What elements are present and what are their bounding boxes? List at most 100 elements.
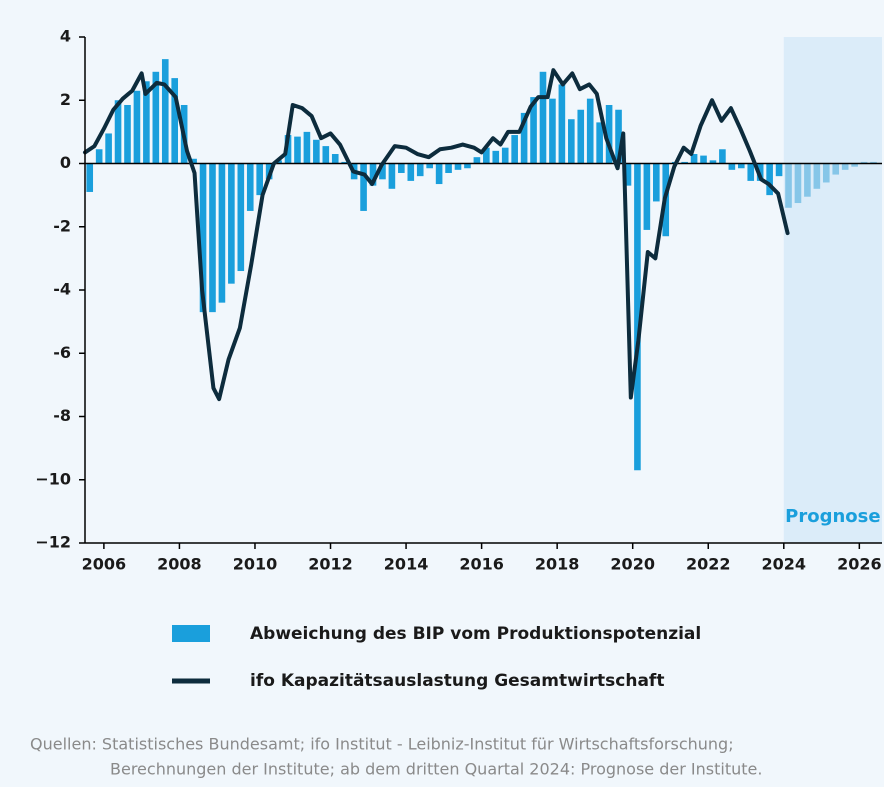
bar [86,163,94,192]
bar [511,135,518,164]
plot-area: Prognose 4 2 0 -2 -4 -6 -8 −10 −12 2006 2008 2010 201… [35,27,882,574]
bar [454,163,462,170]
bar [435,163,443,185]
bar [398,163,405,173]
bar [492,150,500,164]
bar [237,163,245,272]
bar [832,163,840,175]
bar [709,160,717,164]
bar [473,157,481,164]
x-tick-label: 2008 [157,555,202,574]
bar [577,109,585,164]
bar [501,147,509,164]
legend-label: ifo Kapazitätsauslastung Gesamtwirtschaf… [250,671,664,691]
bar [785,163,792,208]
bar [860,161,868,164]
bar [369,163,377,186]
bar [643,163,651,230]
bar [700,155,707,164]
bar [464,163,471,169]
bar [426,163,433,169]
legend-label: Abweichung des BIP vom Produktionspotenz… [250,624,701,644]
bar [605,104,613,164]
bar [152,71,160,164]
bar [615,109,622,164]
y-tick-label: -8 [53,406,71,425]
bar [634,163,641,471]
bar [114,100,122,164]
bar [388,163,396,189]
bar [143,81,150,164]
bar [228,163,235,284]
bar [549,98,556,164]
bar [331,154,339,164]
x-tick-label: 2026 [837,555,882,574]
bar [558,84,566,164]
x-tick-label: 2006 [82,555,127,574]
bar [737,163,745,169]
bar [218,163,226,303]
x-tick-label: 2020 [610,555,655,574]
bar [653,163,660,202]
bar [747,163,755,181]
x-tick-label: 2014 [384,555,429,574]
x-tick-label: 2012 [308,555,353,574]
bar [681,161,688,164]
legend-swatch-bar [172,625,210,642]
bar [407,163,415,181]
bar [303,131,311,164]
bar [322,146,330,164]
y-tick-label: -4 [53,280,71,299]
bar [284,135,292,164]
y-tick-label: -6 [53,343,71,362]
bar [766,163,773,196]
bar [360,163,367,211]
bar [341,161,348,164]
x-tick-label: 2024 [762,555,807,574]
forecast-region [783,37,882,543]
bar [520,112,528,164]
bar [199,163,207,313]
bar [841,163,849,170]
bar [624,163,632,186]
x-tick-label: 2022 [686,555,731,574]
bar [851,163,858,167]
bar [804,163,811,197]
y-tick-label: 2 [60,90,71,109]
bar [822,163,830,183]
bar [256,163,264,196]
forecast-label: Prognose [785,506,880,527]
source-note: Quellen: Statistisches Bundesamt; ifo In… [30,735,734,754]
bar [775,163,783,177]
bar [719,149,726,164]
bar [813,163,821,189]
bar [416,163,424,177]
y-tick-label: 4 [60,27,71,46]
bar [445,163,452,173]
bar [596,122,603,164]
y-tick-label: 0 [60,153,71,172]
bar [105,133,112,164]
x-tick-label: 2010 [233,555,278,574]
bar [586,98,594,164]
bar [870,161,877,164]
bar [171,78,179,164]
bar [530,97,537,164]
bar [294,136,301,164]
x-tick-label: 2018 [535,555,580,574]
bar [161,59,169,164]
bar [95,149,103,164]
bar [728,163,736,170]
bar [379,163,386,180]
bar [794,163,802,204]
bar [483,147,490,164]
source-note: Berechnungen der Institute; ab dem dritt… [110,760,762,779]
bar [190,158,197,164]
y-tick-label: −10 [35,469,71,488]
bar [690,154,698,164]
bar [568,119,575,164]
bar [124,104,131,164]
x-tick-label: 2016 [459,555,504,574]
